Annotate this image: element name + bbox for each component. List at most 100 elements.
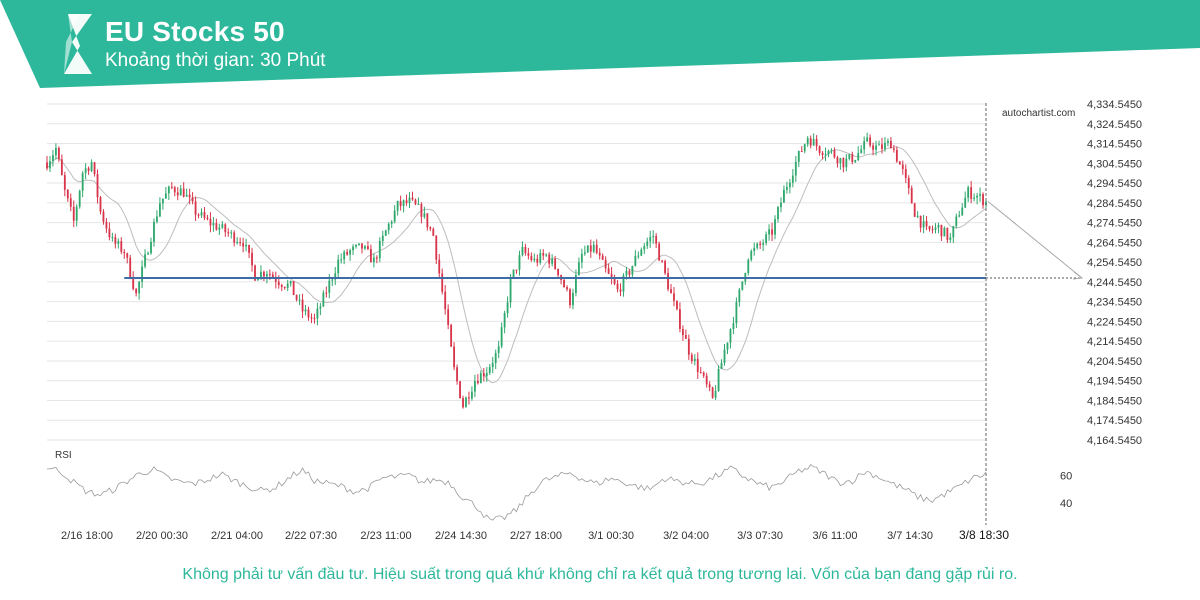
- candle-body: [346, 251, 349, 255]
- candle-body: [705, 375, 708, 385]
- watermark-label: autochartist.com: [1002, 108, 1075, 119]
- candle-body: [693, 358, 696, 361]
- candle-body: [628, 270, 631, 275]
- candle-body: [910, 188, 913, 204]
- candle-body: [863, 141, 866, 150]
- candle-body: [916, 215, 919, 217]
- candle-body: [800, 151, 803, 153]
- candle-body: [328, 280, 331, 293]
- candle-body: [851, 154, 854, 162]
- candle-body: [117, 241, 120, 244]
- candle-body: [298, 299, 301, 301]
- candle-body: [940, 224, 943, 237]
- candle-body: [895, 149, 898, 162]
- candle-body: [806, 138, 809, 145]
- candle-body: [592, 244, 595, 252]
- candle-body: [265, 274, 268, 277]
- price-tick-label: 4,204.5450: [1087, 356, 1142, 368]
- candle-body: [173, 187, 176, 193]
- candle-body: [414, 199, 417, 205]
- candle-body: [176, 192, 179, 196]
- candle-body: [827, 150, 830, 155]
- candle-body: [482, 373, 485, 377]
- candle-body: [203, 212, 206, 218]
- candle-body: [251, 252, 253, 266]
- candle-body: [812, 139, 815, 146]
- candle-body: [803, 144, 806, 152]
- candle-body: [509, 277, 512, 303]
- candle-body: [970, 187, 973, 199]
- candle-body: [548, 254, 551, 264]
- candle-body: [610, 273, 613, 279]
- candle-body: [307, 309, 310, 318]
- candle-body: [889, 140, 892, 149]
- candle-body: [830, 150, 833, 152]
- candle-body: [167, 186, 170, 194]
- time-tick-label: 3/6 11:00: [812, 530, 857, 542]
- price-tick-label: 4,334.5450: [1087, 99, 1142, 111]
- candle-body: [99, 197, 102, 212]
- candle-body: [411, 197, 414, 200]
- price-tick-label: 4,254.5450: [1087, 257, 1142, 269]
- candle-body: [164, 193, 167, 199]
- candle-body: [604, 259, 607, 269]
- price-tick-label: 4,184.5450: [1087, 395, 1142, 407]
- candle-body: [622, 275, 625, 292]
- candle-body: [655, 235, 658, 244]
- candle-body: [681, 328, 684, 336]
- candle-body: [402, 200, 405, 206]
- candle-body: [937, 224, 940, 228]
- candle-body: [750, 250, 753, 260]
- time-tick-label: 3/7 14:30: [887, 530, 933, 542]
- candle-body: [824, 154, 827, 156]
- candle-body: [138, 281, 141, 294]
- candle-body: [872, 145, 875, 150]
- price-tick-label: 4,314.5450: [1087, 139, 1142, 151]
- candle-body: [248, 244, 250, 253]
- candle-body: [667, 273, 669, 290]
- candle-body: [774, 219, 776, 235]
- time-tick-label: 2/23 11:00: [360, 530, 411, 542]
- candle-body: [432, 228, 435, 236]
- candle-body: [334, 273, 337, 280]
- candle-body: [557, 268, 560, 276]
- candle-body: [75, 206, 78, 221]
- candle-body: [875, 145, 877, 150]
- candle-body: [892, 148, 895, 150]
- candle-body: [197, 214, 200, 216]
- rsi-tick-label: 40: [1060, 498, 1072, 510]
- candle-body: [857, 152, 860, 161]
- candle-body: [224, 224, 227, 233]
- candle-body: [46, 162, 48, 169]
- candle-body: [898, 161, 901, 165]
- moving-average-line: [46, 146, 987, 384]
- candle-body: [569, 289, 571, 306]
- candle-body: [539, 253, 542, 263]
- candle-body: [84, 168, 87, 174]
- candle-body: [928, 226, 931, 230]
- candle-body: [310, 317, 313, 319]
- candle-body: [63, 175, 66, 190]
- candle-body: [96, 174, 99, 198]
- candle-body: [566, 287, 568, 290]
- candle-body: [735, 302, 738, 324]
- candle-body: [358, 243, 360, 245]
- candle-body: [426, 213, 429, 228]
- candle-body: [821, 152, 824, 155]
- candle-body: [200, 212, 203, 216]
- candle-body: [105, 221, 108, 229]
- candle-body: [319, 306, 322, 309]
- candle-body: [367, 246, 369, 249]
- candle-body: [904, 169, 907, 178]
- level-layer: [124, 103, 1084, 525]
- candle-body: [922, 221, 925, 228]
- candle-body: [274, 277, 277, 282]
- candle-body: [946, 227, 949, 240]
- candle-body: [575, 275, 577, 293]
- candle-body: [884, 142, 886, 149]
- candle-body: [533, 258, 536, 261]
- candle-body: [506, 302, 509, 314]
- price-tick-label: 4,214.5450: [1087, 336, 1142, 348]
- candle-body: [625, 270, 628, 276]
- candle-body: [343, 251, 346, 260]
